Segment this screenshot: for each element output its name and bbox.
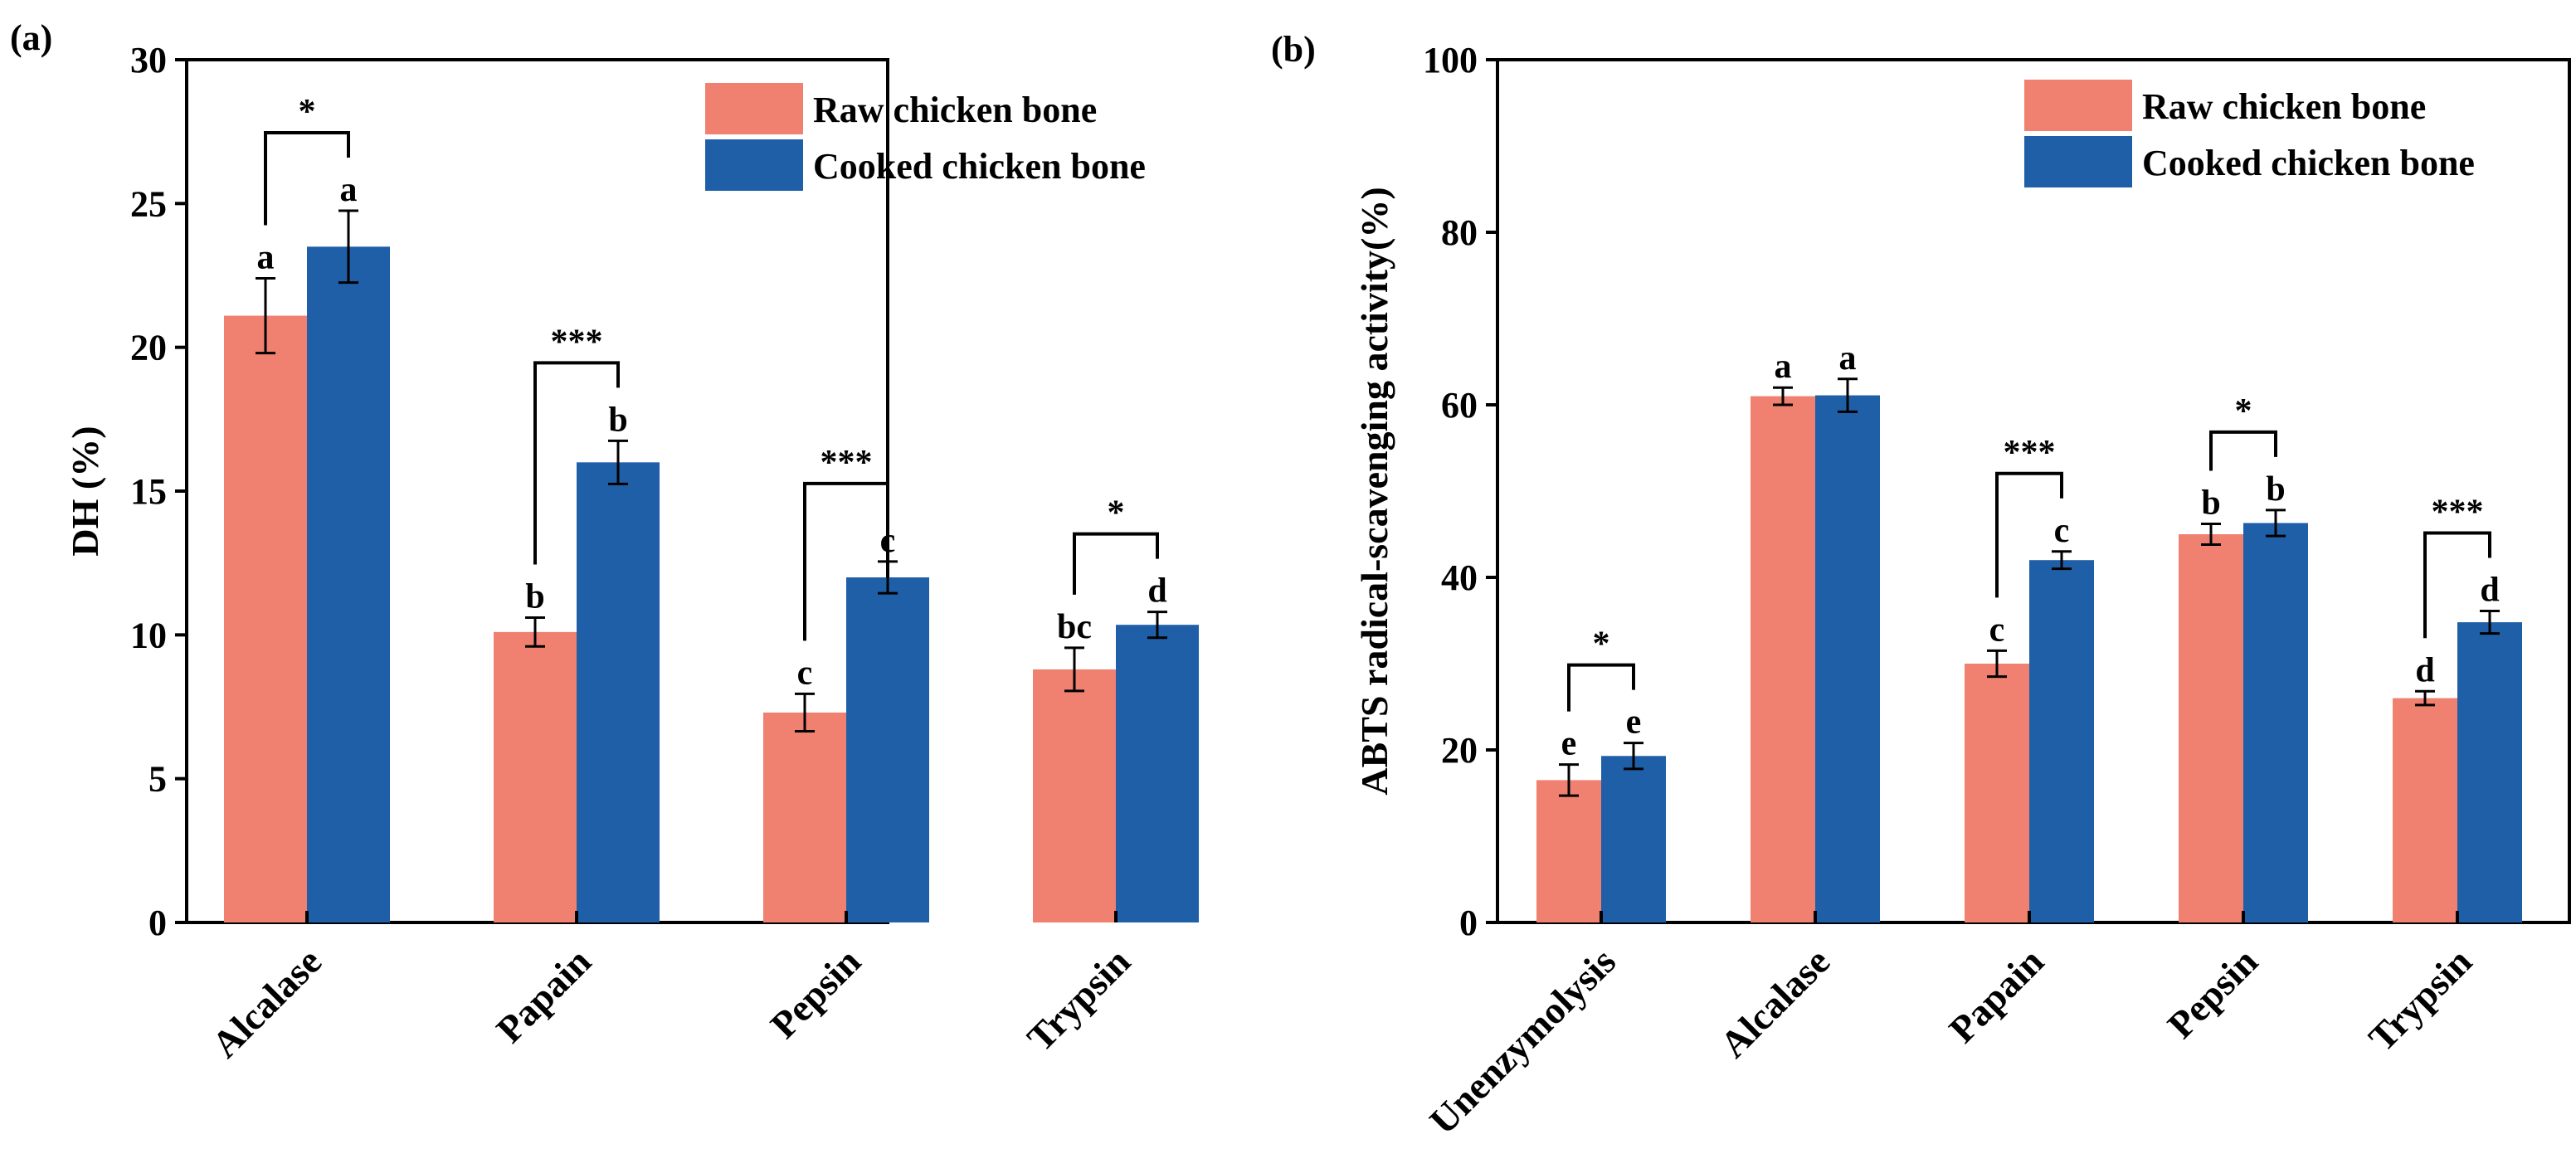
b-ytick-label: 100 bbox=[1423, 40, 1478, 80]
b-significance-bracket bbox=[2209, 430, 2277, 471]
a-significance-letter: d bbox=[1147, 572, 1166, 611]
panel-a-label: (a) bbox=[10, 17, 52, 58]
a-bar-raw-papain bbox=[494, 631, 577, 922]
b-bar-raw-pepsin bbox=[2179, 534, 2243, 922]
b-bar-raw-papain bbox=[1965, 664, 2029, 922]
panel-b-legend: Raw chicken bone Cooked chicken bone bbox=[2024, 80, 2475, 187]
b-bar-cooked-unenzymolysis bbox=[1601, 756, 1666, 922]
b-significance-stars: * bbox=[2235, 392, 2252, 431]
b-significance-letter: c bbox=[1989, 611, 2005, 649]
b-ytick-label: 40 bbox=[1441, 557, 1478, 598]
a-bar-raw-pepsin bbox=[763, 712, 846, 922]
b-ytick-label: 60 bbox=[1441, 385, 1478, 426]
b-bar-raw-alcalase bbox=[1751, 396, 1815, 923]
panel-b-legend-label-raw: Raw chicken bone bbox=[2142, 86, 2426, 127]
panel-a-legend-label-raw: Raw chicken bone bbox=[813, 90, 1097, 130]
a-category-label: Trypsin bbox=[1019, 940, 1138, 1059]
b-significance-stars: *** bbox=[2432, 494, 2484, 532]
panel-a-x-labels: Alcalase Papain Pepsin Trypsin bbox=[203, 911, 1138, 1066]
b-significance-bracket bbox=[2423, 531, 2491, 639]
b-significance-bracket bbox=[1567, 663, 1635, 712]
b-ytick-label: 0 bbox=[1459, 903, 1478, 943]
panel-b-legend-label-cooked: Cooked chicken bone bbox=[2142, 143, 2475, 183]
panel-b-x-labels: Unenzymolysis Alcalase Papain Pepsin Trypsin bbox=[1421, 911, 2480, 1142]
panel-a: (a) DH (%) 0 5 10 15 20 25 30 a a * b b *** c c *** bc d… bbox=[10, 17, 1199, 1066]
a-significance-bracket bbox=[1073, 532, 1159, 595]
a-significance-stars: *** bbox=[551, 323, 603, 361]
a-category-label: Papain bbox=[488, 940, 599, 1051]
a-significance-letter: a bbox=[340, 171, 358, 209]
b-bar-raw-unenzymolysis bbox=[1536, 780, 1601, 922]
panel-a-y-ticks: 0 5 10 15 20 25 30 bbox=[130, 40, 187, 943]
a-bar-raw-trypsin bbox=[1033, 669, 1116, 922]
a-significance-letter: b bbox=[525, 578, 544, 616]
a-significance-letter: bc bbox=[1057, 608, 1092, 646]
a-bar-cooked-trypsin bbox=[1116, 625, 1199, 922]
a-significance-letter: a bbox=[257, 238, 275, 276]
panel-a-legend-swatch-cooked bbox=[705, 139, 803, 191]
a-significance-bracket bbox=[533, 361, 620, 565]
a-category-label: Pepsin bbox=[762, 940, 869, 1046]
a-bar-cooked-alcalase bbox=[307, 246, 390, 922]
panel-a-legend-label-cooked: Cooked chicken bone bbox=[813, 146, 1146, 187]
panel-a-legend: Raw chicken bone Cooked chicken bone bbox=[705, 83, 1146, 191]
b-ytick-label: 20 bbox=[1441, 730, 1478, 771]
a-category-label: Alcalase bbox=[203, 940, 329, 1066]
panel-b: (b) ABTS radical-scavenging activity(%) … bbox=[1271, 29, 2571, 1142]
b-significance-letter: b bbox=[2201, 484, 2220, 523]
b-bar-raw-trypsin bbox=[2393, 698, 2457, 922]
a-ytick-label: 30 bbox=[130, 40, 167, 80]
a-ytick-label: 0 bbox=[149, 903, 167, 943]
a-significance-letter: b bbox=[608, 401, 627, 439]
b-significance-letter: e bbox=[1626, 703, 1642, 742]
b-significance-letter: a bbox=[1775, 348, 1792, 386]
b-category-label: Alcalase bbox=[1712, 940, 1838, 1066]
panel-b-label: (b) bbox=[1271, 29, 1316, 70]
b-bar-cooked-trypsin bbox=[2457, 622, 2522, 922]
b-bar-cooked-papain bbox=[2029, 560, 2094, 922]
panel-b-legend-swatch-cooked bbox=[2024, 136, 2132, 187]
panel-a-legend-swatch-raw bbox=[705, 83, 803, 134]
b-significance-stars: *** bbox=[2004, 434, 2056, 472]
a-bar-cooked-pepsin bbox=[846, 577, 929, 922]
a-ytick-label: 15 bbox=[130, 471, 167, 512]
panel-b-y-axis-label: ABTS radical-scavenging activity(%) bbox=[1353, 187, 1395, 795]
panel-b-legend-swatch-raw bbox=[2024, 80, 2132, 131]
panel-b-bars: e e * a a c c *** b b * d d *** bbox=[1536, 339, 2522, 923]
a-ytick-label: 25 bbox=[130, 183, 167, 224]
b-significance-stars: * bbox=[1593, 625, 1610, 664]
a-significance-letter: c bbox=[797, 654, 813, 692]
b-significance-letter: b bbox=[2266, 470, 2285, 509]
b-category-label: Trypsin bbox=[2360, 940, 2480, 1059]
a-significance-letter: c bbox=[880, 522, 896, 560]
a-bar-raw-alcalase bbox=[224, 315, 307, 922]
panel-a-y-axis-label: DH (%) bbox=[64, 426, 106, 556]
a-significance-stars: *** bbox=[821, 444, 873, 482]
b-significance-letter: e bbox=[1561, 725, 1577, 763]
panel-a-bars: a a * b b *** c c *** bc d * bbox=[224, 93, 1199, 922]
b-category-label: Papain bbox=[1941, 940, 2052, 1051]
a-significance-stars: * bbox=[299, 93, 316, 131]
b-ytick-label: 80 bbox=[1441, 212, 1478, 253]
b-significance-letter: c bbox=[2054, 512, 2070, 550]
a-ytick-label: 20 bbox=[130, 328, 167, 368]
b-significance-letter: d bbox=[2480, 572, 2499, 610]
b-significance-bracket bbox=[1995, 471, 2063, 598]
a-ytick-label: 5 bbox=[149, 759, 167, 800]
a-bar-cooked-papain bbox=[577, 462, 660, 922]
b-bar-cooked-pepsin bbox=[2243, 523, 2308, 922]
a-ytick-label: 10 bbox=[130, 615, 167, 655]
a-significance-bracket bbox=[264, 131, 350, 226]
b-significance-letter: d bbox=[2415, 651, 2434, 689]
b-category-label: Pepsin bbox=[2160, 940, 2266, 1046]
b-category-label: Unenzymolysis bbox=[1421, 940, 1624, 1142]
a-significance-bracket bbox=[803, 481, 889, 641]
a-significance-stars: * bbox=[1108, 494, 1125, 533]
b-bar-cooked-alcalase bbox=[1815, 395, 1880, 922]
panel-b-y-ticks: 0 20 40 60 80 100 bbox=[1423, 40, 1497, 943]
b-significance-letter: a bbox=[1839, 339, 1857, 377]
